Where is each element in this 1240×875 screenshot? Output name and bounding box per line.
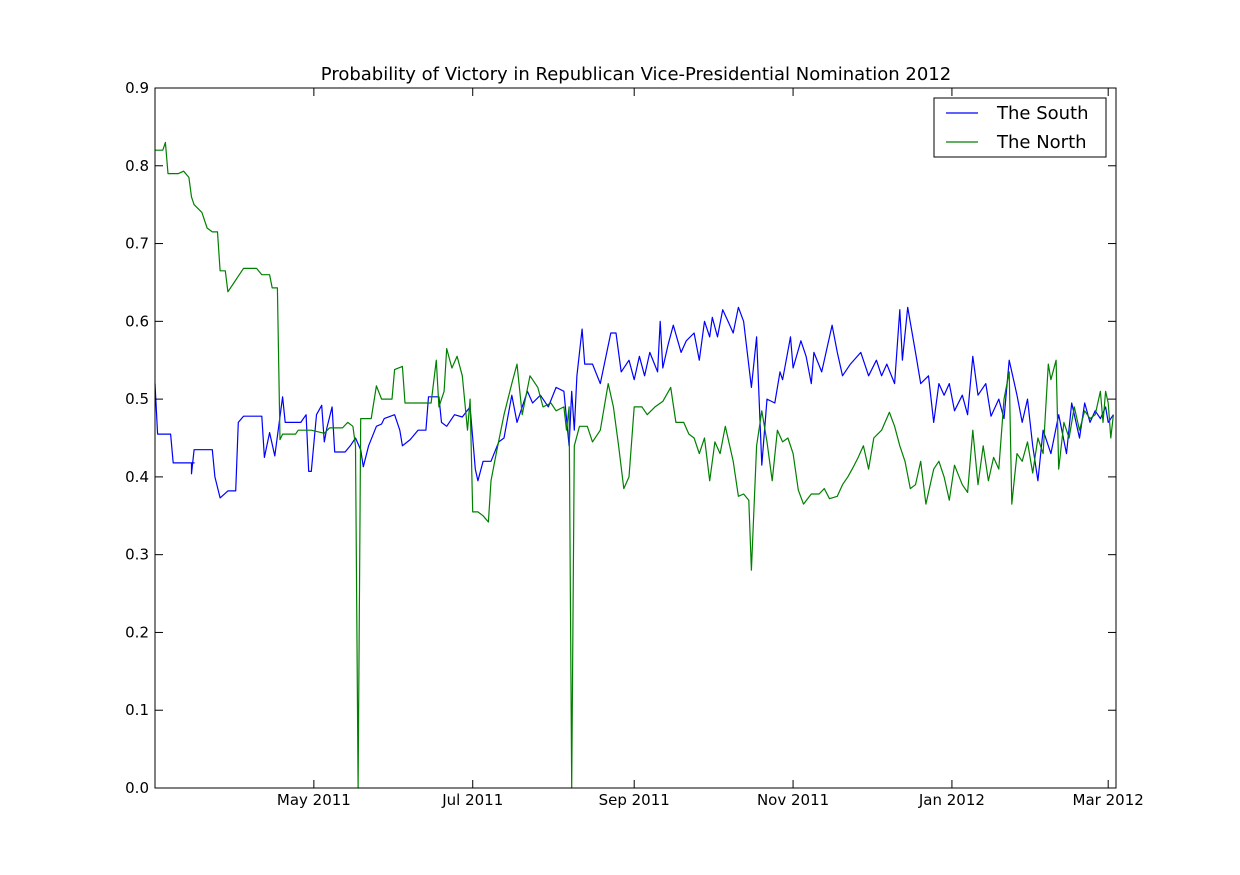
x-tick-label: Jul 2011 bbox=[441, 791, 503, 809]
x-axis: May 2011 Jul 2011 Sep 2011 Nov 2011 Jan 2012… bbox=[277, 88, 1144, 809]
legend-label: The North bbox=[996, 132, 1087, 153]
legend: The South The North bbox=[933, 97, 1107, 158]
y-tick-label: 0.8 bbox=[125, 157, 149, 175]
chart-title: Probability of Victory in Republican Vic… bbox=[321, 64, 951, 85]
series-line-2 bbox=[155, 141, 1114, 789]
x-tick-label: May 2011 bbox=[277, 791, 351, 809]
x-tick-label: Jan 2012 bbox=[918, 791, 985, 809]
y-tick-label: 0.7 bbox=[125, 235, 149, 253]
x-tick-label: Nov 2011 bbox=[757, 791, 829, 809]
y-tick-label: 0.1 bbox=[125, 701, 149, 719]
x-tick-label: Mar 2012 bbox=[1073, 791, 1144, 809]
y-axis: 0.0 0.1 0.2 0.3 0.4 0.5 0.6 0.7 0.8 0.9 bbox=[125, 79, 1116, 797]
y-tick-label: 0.6 bbox=[125, 312, 149, 330]
y-tick-label: 0.3 bbox=[125, 546, 149, 564]
series-layer bbox=[154, 141, 1114, 789]
plot-frame bbox=[154, 87, 1117, 789]
y-tick-label: 0.0 bbox=[125, 779, 149, 797]
y-tick-label: 0.2 bbox=[125, 623, 149, 641]
y-tick-label: 0.9 bbox=[125, 79, 149, 97]
y-tick-label: 0.5 bbox=[125, 390, 149, 408]
y-tick-label: 0.4 bbox=[125, 468, 149, 486]
series-line-1 bbox=[154, 306, 1114, 499]
legend-box bbox=[933, 97, 1107, 158]
x-tick-label: Sep 2011 bbox=[599, 791, 670, 809]
legend-label: The South bbox=[996, 103, 1089, 124]
